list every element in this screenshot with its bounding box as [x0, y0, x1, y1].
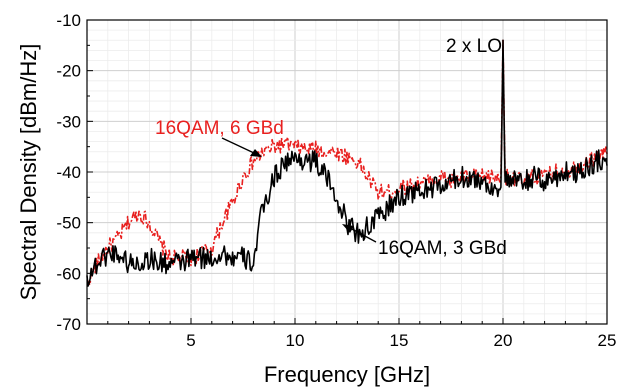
series-16qam-6gbd-line — [86, 39, 608, 286]
y-tick-label: -20 — [56, 62, 81, 81]
annotation-6gbd: 16QAM, 6 GBd — [155, 118, 284, 139]
annotation-arrow-6gbd — [221, 137, 262, 157]
x-axis-label: Frequency [GHz] — [264, 362, 430, 387]
y-tick-label: -60 — [56, 264, 81, 283]
y-axis-label: Spectral Density [dBm/Hz] — [16, 44, 41, 301]
y-tick-label: -50 — [56, 214, 81, 233]
x-tick-label: 15 — [390, 331, 409, 350]
series-16qam-3gbd-line — [86, 39, 608, 287]
y-tick-labels: -10 -20 -30 -40 -50 -60 -70 — [56, 11, 81, 334]
grid — [86, 19, 608, 325]
x-tick-label: 10 — [286, 331, 305, 350]
x-tick-label: 25 — [598, 331, 617, 350]
x-tick-label: 20 — [494, 331, 513, 350]
x-tick-label: 5 — [186, 331, 195, 350]
y-tick-label: -40 — [56, 163, 81, 182]
y-tick-label: -70 — [56, 315, 81, 334]
y-tick-label: -30 — [56, 112, 81, 131]
annotation-3gbd: 16QAM, 3 GBd — [378, 238, 507, 259]
series-lines — [86, 39, 608, 287]
y-tick-label: -10 — [56, 11, 81, 30]
annotation-lo: 2 x LO — [446, 36, 502, 57]
plot-frame — [86, 19, 608, 325]
annotation-arrow-3gbd — [342, 224, 377, 243]
x-tick-labels: 5 10 15 20 25 — [186, 331, 616, 350]
